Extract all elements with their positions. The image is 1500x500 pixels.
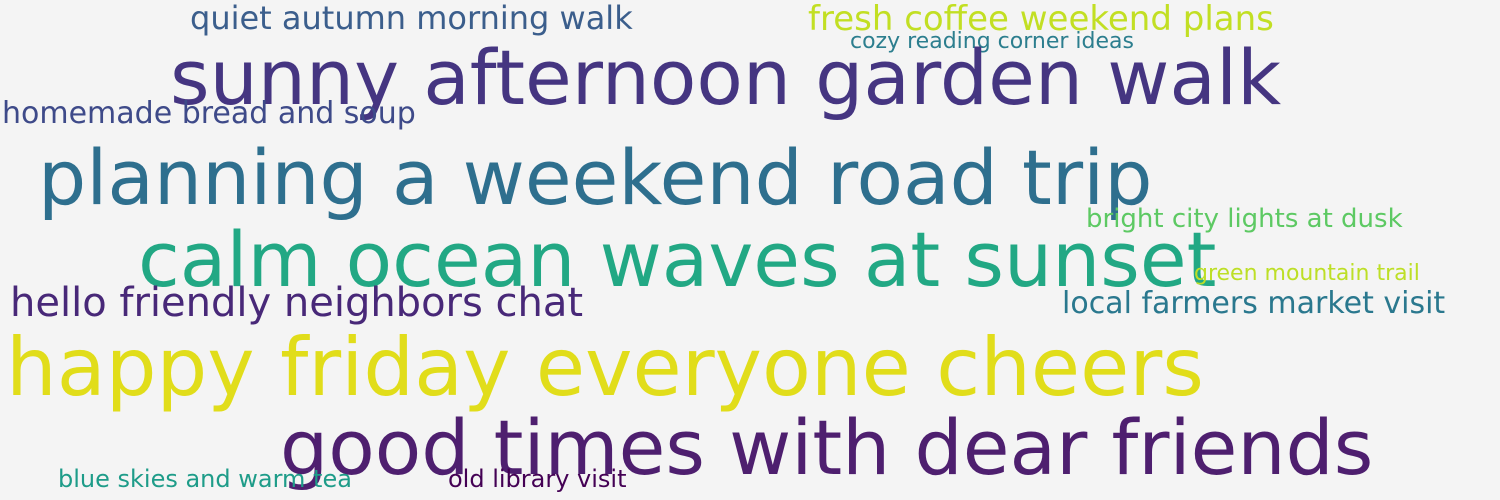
cloud-word: sunny afternoon garden walk — [170, 33, 1282, 122]
cloud-word: green mountain trail — [1194, 261, 1420, 286]
cloud-word: blue skies and warm tea — [58, 465, 352, 493]
cloud-word: good times with dear friends — [280, 403, 1374, 492]
cloud-word: homemade bread and soup — [2, 96, 416, 131]
cloud-word: quiet autumn morning walk — [190, 0, 633, 37]
cloud-word: hello friendly neighbors chat — [10, 280, 584, 326]
cloud-word: cozy reading corner ideas — [850, 29, 1134, 54]
cloud-word: planning a weekend road trip — [38, 133, 1153, 222]
cloud-word: happy friday everyone cheers — [6, 321, 1204, 414]
cloud-word: bright city lights at dusk — [1086, 204, 1403, 234]
cloud-word: old library visit — [448, 465, 627, 493]
cloud-word: calm ocean waves at sunset — [138, 215, 1217, 304]
cloud-word: local farmers market visit — [1062, 286, 1446, 321]
cloud-word: fresh coffee weekend plans — [808, 0, 1274, 39]
